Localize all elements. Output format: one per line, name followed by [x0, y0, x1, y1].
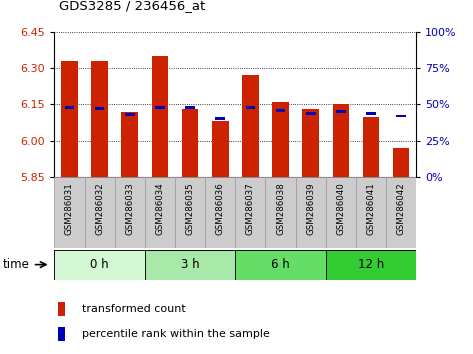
Bar: [302, 109, 319, 177]
Text: GSM286040: GSM286040: [336, 183, 345, 235]
Text: percentile rank within the sample: percentile rank within the sample: [81, 329, 270, 339]
Bar: [366, 112, 376, 115]
Bar: [306, 112, 315, 115]
Bar: [296, 177, 326, 248]
Text: GSM286034: GSM286034: [156, 183, 165, 235]
Bar: [212, 121, 228, 177]
Text: GSM286042: GSM286042: [397, 183, 406, 235]
Text: GSM286033: GSM286033: [125, 183, 134, 235]
Text: transformed count: transformed count: [81, 304, 185, 314]
Bar: [393, 148, 410, 177]
Bar: [91, 61, 108, 177]
Bar: [336, 110, 346, 113]
Bar: [145, 250, 235, 280]
Bar: [95, 107, 105, 110]
Text: 0 h: 0 h: [90, 258, 109, 271]
Bar: [152, 56, 168, 177]
Bar: [122, 112, 138, 177]
Bar: [276, 109, 285, 112]
Bar: [155, 106, 165, 109]
Text: GSM286032: GSM286032: [95, 183, 104, 235]
Bar: [114, 177, 145, 248]
Bar: [58, 302, 65, 316]
Bar: [125, 113, 135, 116]
Text: GSM286038: GSM286038: [276, 183, 285, 235]
Bar: [272, 102, 289, 177]
Text: GSM286037: GSM286037: [246, 183, 255, 235]
Bar: [333, 104, 349, 177]
Bar: [396, 115, 406, 118]
Bar: [326, 250, 416, 280]
Bar: [205, 177, 235, 248]
Bar: [182, 109, 198, 177]
Bar: [242, 75, 259, 177]
Bar: [54, 177, 85, 248]
Text: GSM286039: GSM286039: [306, 183, 315, 235]
Text: GSM286035: GSM286035: [185, 183, 194, 235]
Text: 3 h: 3 h: [181, 258, 200, 271]
Text: 6 h: 6 h: [271, 258, 290, 271]
Bar: [326, 177, 356, 248]
Bar: [215, 118, 225, 120]
Bar: [65, 106, 74, 109]
Text: GSM286031: GSM286031: [65, 183, 74, 235]
Bar: [363, 116, 379, 177]
Bar: [356, 177, 386, 248]
Text: 12 h: 12 h: [358, 258, 384, 271]
Bar: [265, 177, 296, 248]
Text: GDS3285 / 236456_at: GDS3285 / 236456_at: [59, 0, 205, 12]
Bar: [386, 177, 416, 248]
Bar: [54, 250, 145, 280]
Bar: [235, 177, 265, 248]
Text: GSM286041: GSM286041: [367, 183, 376, 235]
Bar: [85, 177, 114, 248]
Bar: [235, 250, 326, 280]
Bar: [61, 61, 78, 177]
Bar: [58, 327, 65, 341]
Bar: [245, 106, 255, 109]
Bar: [175, 177, 205, 248]
Bar: [185, 106, 195, 109]
Text: time: time: [2, 258, 29, 271]
Text: GSM286036: GSM286036: [216, 183, 225, 235]
Bar: [145, 177, 175, 248]
